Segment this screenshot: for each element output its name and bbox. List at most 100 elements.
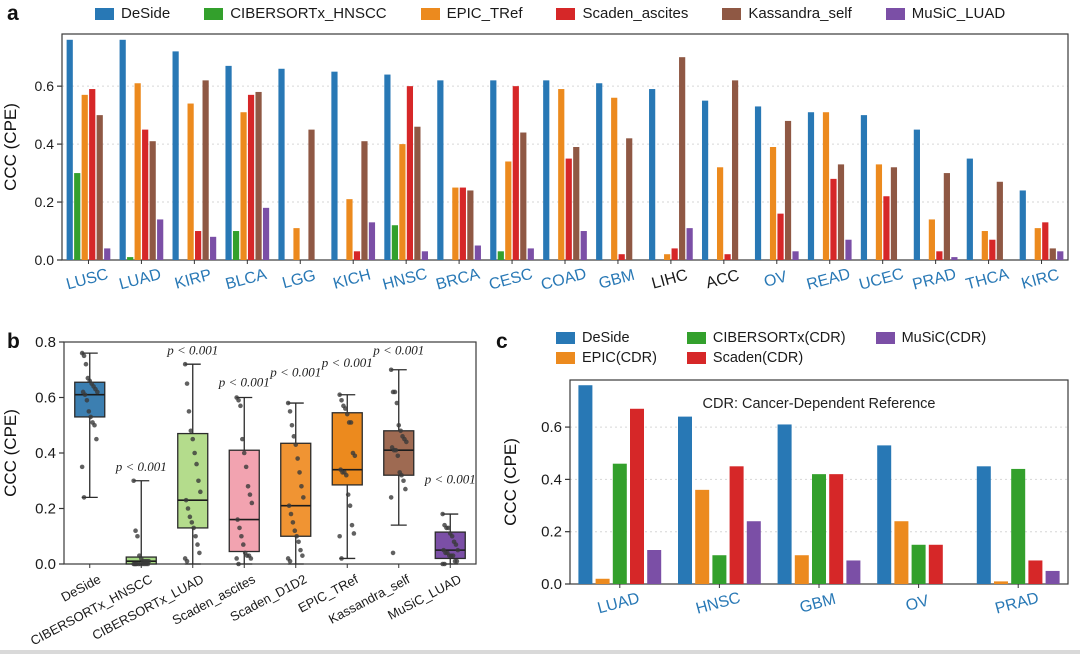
panel-b-letter: b (7, 330, 20, 353)
bar-DeSide (490, 80, 497, 260)
bar-DeSide (678, 416, 692, 584)
jitter-point (286, 503, 292, 509)
bar-Scaden_ascites (459, 187, 466, 260)
bar-DeSide (649, 89, 656, 260)
legend-label: CIBERSORTx_HNSCC (230, 5, 387, 22)
bar-EPIC(CDR) (695, 489, 710, 584)
jitter-point (133, 561, 138, 567)
jitter-point (337, 392, 342, 398)
x-tick-label: PRAD (911, 266, 958, 294)
box-Kassandra_self (383, 430, 415, 476)
y-tick-label: 0.8 (35, 334, 56, 351)
bar-EPIC_TRef (505, 161, 512, 260)
bar-DeSide (777, 424, 792, 584)
x-tick-label: HNSC (381, 266, 429, 294)
legend-swatch (686, 352, 706, 364)
bar-DeSide (596, 83, 603, 260)
bar-Scaden_ascites (142, 129, 149, 260)
x-tick-label: CESC (487, 266, 534, 294)
bar-Scaden_ascites (883, 196, 890, 260)
bar-Scaden_ascites (353, 251, 361, 260)
bar-CIBERSORTx(CDR) (712, 555, 727, 584)
jitter-point (285, 400, 291, 406)
jitter-point (145, 561, 151, 567)
jitter-point (388, 367, 394, 373)
jitter-point (395, 453, 401, 459)
jitter-point (453, 542, 459, 547)
jitter-point (240, 436, 245, 442)
panel-c-chart: 0.0 0.2 0.4 0.6 CCC (CPE) LUAD HNSC GBM OV PRAD CD… (501, 379, 1069, 618)
bar-Scaden_ascites (989, 239, 996, 260)
x-tick-label: OV (904, 592, 931, 614)
y-tick-label: 0.2 (541, 524, 562, 541)
bar-Kassandra_self (1049, 248, 1056, 260)
legend-item-Scaden(CDR): Scaden(CDR) (686, 350, 846, 366)
jitter-point (449, 533, 455, 539)
legend-item-DeSide: DeSide (556, 330, 657, 346)
jitter-point (348, 420, 354, 425)
bar-Kassandra_self (202, 80, 209, 260)
x-tick-label: GBM (798, 591, 838, 617)
bar-EPIC_TRef (452, 187, 459, 260)
jitter-point (292, 528, 298, 533)
legend-label: Scaden(CDR) (712, 350, 804, 366)
jitter-point (288, 511, 294, 517)
jitter-point (290, 520, 296, 525)
legend-swatch (420, 7, 440, 20)
bar-Scaden_ascites (89, 89, 96, 260)
bar-Scaden_ascites (724, 254, 731, 260)
bar-DeSide (119, 39, 126, 260)
bar-CIBERSORTx(CDR) (1011, 468, 1026, 584)
jitter-point (243, 464, 249, 470)
bar-MuSiC(CDR) (746, 521, 761, 584)
bar-DeSide (1019, 190, 1026, 260)
jitter-point (298, 547, 303, 553)
bar-DeSide (966, 158, 973, 260)
legend-label: EPIC_TRef (446, 5, 523, 22)
bar-MuSiC_LUAD (157, 219, 164, 260)
bar-EPIC_TRef (558, 89, 565, 260)
bottom-border (0, 650, 1080, 654)
bar-DeSide (384, 74, 391, 260)
legend-swatch (875, 332, 895, 344)
bar-Scaden_ascites (936, 251, 943, 260)
bar-DeSide (225, 65, 232, 260)
jitter-point (198, 489, 203, 495)
jitter-point (186, 409, 192, 414)
bar-Kassandra_self (996, 181, 1003, 260)
x-tick-label: GBM (597, 267, 637, 293)
p-value-label: p < 0.001 (321, 355, 373, 370)
jitter-point (193, 533, 198, 539)
x-tick-label: LUAD (117, 266, 163, 293)
jitter-point (234, 556, 239, 561)
bar-Kassandra_self (573, 147, 580, 260)
y-tick-label: 0.6 (35, 390, 56, 407)
jitter-point (454, 558, 460, 564)
jitter-point (296, 539, 301, 545)
x-tick-label: BRCA (434, 266, 482, 294)
jitter-point (184, 381, 190, 386)
jitter-point (183, 497, 189, 503)
bar-Kassandra_self (679, 57, 686, 260)
legend-item-EPIC_TRef: EPIC_TRef (420, 5, 523, 22)
x-tick-label: LGG (281, 267, 318, 292)
jitter-point (189, 520, 195, 525)
legend-swatch (885, 7, 905, 20)
y-tick-label: 0.0 (35, 556, 56, 573)
jitter-point (195, 542, 200, 547)
panel-a-legend: DeSide CIBERSORTx_HNSCC EPIC_TRef Scaden_as… (95, 5, 1005, 22)
jitter-point (82, 392, 88, 398)
bar-DeSide (437, 80, 444, 260)
bar-DeSide (701, 100, 709, 261)
jitter-point (133, 528, 138, 533)
jitter-point (79, 464, 85, 470)
jitter-point (235, 517, 240, 522)
legend-swatch (556, 7, 576, 20)
jitter-point (196, 478, 201, 484)
bar-Kassandra_self (467, 190, 474, 260)
bar-MuSiC(CDR) (1045, 570, 1060, 584)
bar-MuSiC_LUAD (686, 228, 693, 260)
bar-EPIC_TRef (716, 167, 724, 260)
p-value-label: p < 0.001 (372, 342, 424, 357)
bar-DeSide (754, 106, 762, 260)
